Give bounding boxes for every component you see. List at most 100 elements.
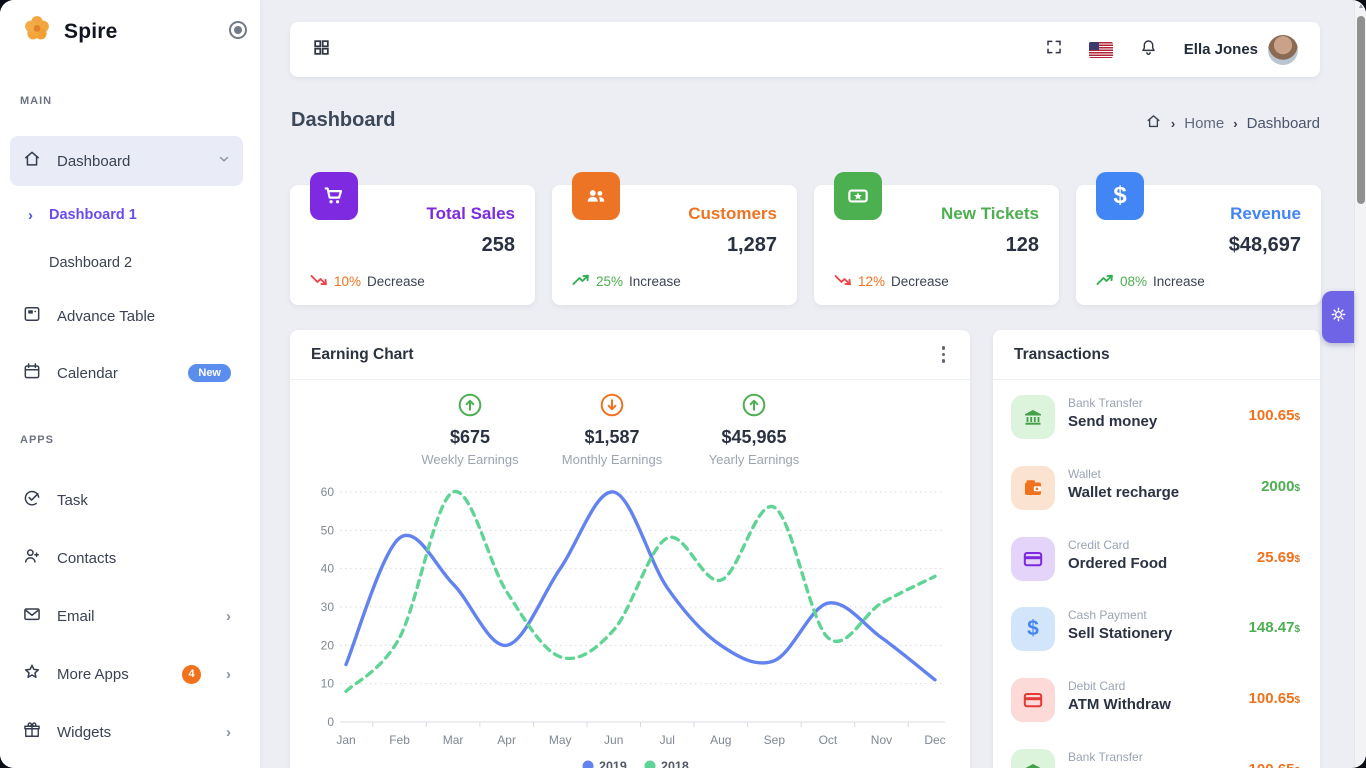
credit-card-icon [1011,537,1055,581]
sidebar-subitem-label: Dashboard 2 [49,255,133,271]
stat-value: $48,697 [1228,234,1301,256]
trend-down-icon [310,273,328,290]
svg-text:Oct: Oct [819,733,838,747]
check-circle-icon [22,488,42,512]
svg-text:Apr: Apr [497,733,516,747]
sidebar-item-advance-table[interactable]: Advance Table [10,299,243,333]
transaction-amount: 100.65$ [1248,407,1300,424]
transaction-name: Ordered Food [1068,555,1168,572]
stat-value: 258 [481,234,515,256]
transaction-row[interactable]: $ Cash Payment Sell Stationery 148.47$ [993,607,1320,671]
people-icon [572,172,620,220]
chevron-down-icon [217,152,231,170]
transaction-amount: 25.69$ [1256,549,1300,566]
breadcrumb-separator: › [1233,116,1238,131]
section-label-main: MAIN [20,95,53,107]
app-logo[interactable]: Spire [22,14,118,49]
gift-icon [22,720,42,744]
transaction-row[interactable]: Credit Card Ordered Food 25.69$ [993,537,1320,601]
stat-pct: 25% [596,274,624,289]
count-badge: 4 [182,664,201,684]
sidebar-item-label: Email [57,607,95,625]
page-title: Dashboard [291,109,396,131]
earning-stat-yearly: $45,965 Yearly Earnings [690,392,818,467]
earning-stat-monthly: $1,587 Monthly Earnings [548,392,676,467]
svg-text:30: 30 [321,600,335,614]
sidebar-item-dashboard-1[interactable]: › Dashboard 1 [10,198,243,232]
apps-grid-icon[interactable] [312,38,331,62]
transaction-row[interactable]: Bank Transfer 100.65$ [993,749,1320,768]
table-card-icon [22,304,42,328]
stat-value: 128 [1005,234,1039,256]
transactions-header: Transactions [993,330,1320,380]
sidebar-item-calendar[interactable]: Calendar New [10,356,243,390]
transaction-amount: 2000$ [1261,478,1300,495]
stat-trend: 08% Increase [1096,273,1205,290]
settings-fab[interactable] [1322,291,1354,343]
sidebar-item-task[interactable]: Task [10,483,243,517]
transaction-row[interactable]: Wallet Wallet recharge 2000$ [993,466,1320,530]
stat-title: Customers [688,204,777,223]
language-flag-us[interactable] [1088,41,1113,58]
scrollbar-thumb[interactable] [1357,16,1365,204]
main-content: Ella Jones Dashboard › Home › Dashboard … [260,0,1354,768]
stat-title: Total Sales [426,204,516,223]
transaction-amount: 100.65$ [1248,690,1300,707]
scrollbar-up-arrow[interactable]: ▲ [1357,3,1365,10]
new-badge: New [188,364,231,382]
calendar-icon [22,361,42,385]
stat-card-revenue: $ Revenue $48,697 08% Increase [1076,172,1321,305]
sidebar-toggle-icon[interactable] [229,21,247,39]
earning-stats: $675 Weekly Earnings $1,587 Monthly Earn… [406,392,818,467]
sidebar: Spire MAIN Dashboard › Dashboard 1 Dashb… [0,0,260,768]
stat-card-customers: Customers 1,287 25% Increase [552,172,797,305]
svg-text:2018: 2018 [661,760,689,768]
transaction-name: Sell Stationery [1068,625,1173,642]
sidebar-item-dashboard-2[interactable]: Dashboard 2 [10,246,243,280]
stat-pct: 08% [1120,274,1148,289]
svg-text:Jan: Jan [336,733,355,747]
svg-text:Dec: Dec [924,733,945,747]
user-menu[interactable]: Ella Jones [1184,34,1298,65]
earning-amount: $675 [449,427,491,447]
stat-value: 1,287 [726,234,777,256]
transaction-row[interactable]: Debit Card ATM Withdraw 100.65$ [993,678,1320,742]
transaction-name: Send money [1068,413,1158,430]
trend-down-icon [834,273,852,290]
svg-text:Mar: Mar [443,733,464,747]
scrollbar-track[interactable]: ▲ [1354,0,1366,768]
transaction-row[interactable]: Bank Transfer Send money 100.65$ [993,395,1320,459]
sidebar-item-email[interactable]: Email › [10,599,243,633]
sidebar-item-widgets[interactable]: Widgets › [10,715,243,749]
breadcrumb-separator: › [1170,116,1176,131]
chart-area: 0 10 20 30 40 50 60 Jan Feb Mar Apr May Jun Jul Aug Sep… [308,478,956,768]
svg-text:Sep: Sep [764,733,786,747]
breadcrumb-current[interactable]: Dashboard [1246,115,1320,132]
transaction-category: Wallet [1068,467,1101,481]
trend-up-icon [572,273,590,290]
sidebar-item-contacts[interactable]: Contacts [10,541,243,575]
breadcrumb-home-icon[interactable] [1145,113,1162,134]
bank-icon [1011,395,1055,439]
stat-card-new-tickets: New Tickets 128 12% Decrease [814,172,1059,305]
flower-logo-icon [22,14,52,49]
transaction-category: Credit Card [1068,538,1130,552]
earning-label: Monthly Earnings [561,452,663,467]
more-options-icon[interactable] [938,342,950,367]
sidebar-item-label: Advance Table [57,307,156,325]
chevron-right-icon: › [226,665,231,683]
fullscreen-icon[interactable] [1045,38,1063,61]
chevron-right-icon: › [226,607,231,625]
trend-up-icon [1096,273,1114,290]
notifications-bell-icon[interactable] [1139,38,1158,62]
sidebar-item-dashboard[interactable]: Dashboard [10,136,243,186]
sidebar-item-label: More Apps [57,665,129,683]
stat-pct: 12% [858,274,886,289]
gear-icon [1329,305,1348,329]
svg-text:0: 0 [327,715,334,729]
section-label-apps: APPS [20,434,54,446]
breadcrumb-link-home[interactable]: Home [1184,115,1225,132]
wallet-icon [1011,466,1055,510]
transactions-card: Transactions Bank Transfer Send money 10… [993,330,1320,768]
sidebar-item-more-apps[interactable]: More Apps 4 › [10,657,243,691]
